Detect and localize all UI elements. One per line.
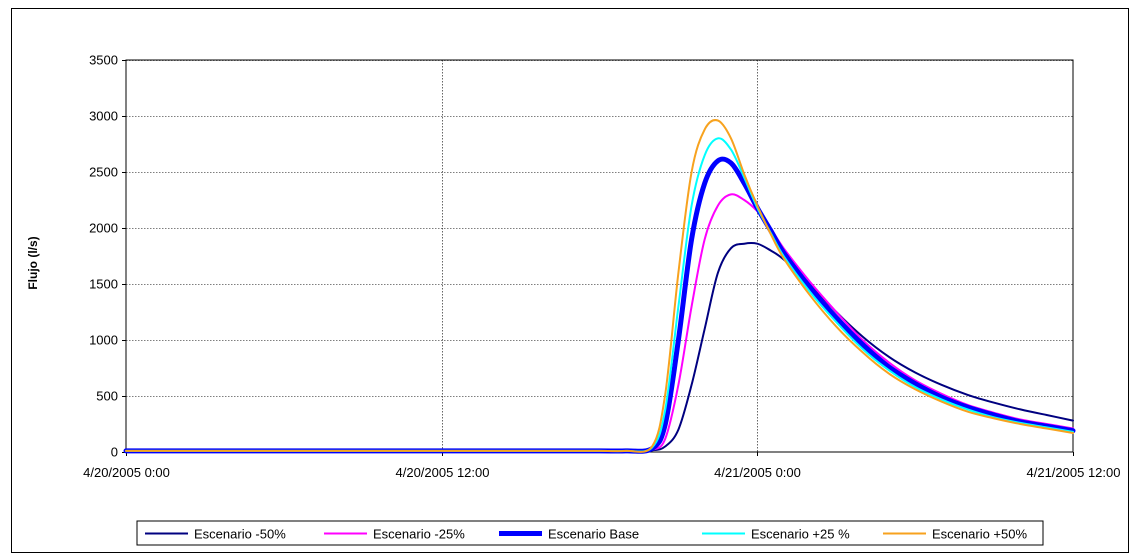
series-layer: [123, 119, 1076, 454]
x-tick-label: 4/20/2005 0:00: [83, 465, 170, 480]
line-chart: 0 500 1000 1500 2000 2500 3000 3500 4/20/2005 0:…: [26, 53, 1120, 546]
x-tick-label: 4/21/2005 12:00: [1027, 465, 1121, 480]
y-tick-label: 2000: [89, 221, 118, 236]
x-tick-label: 4/20/2005 12:00: [396, 465, 490, 480]
series-line-1: [125, 241, 1074, 452]
series-line-4: [125, 137, 1074, 453]
y-tick-label: 1500: [89, 277, 118, 292]
legend: Escenario -50% Escenario -25% Escenario Ba…: [136, 520, 1044, 546]
series-line-2: [125, 193, 1074, 453]
y-tick-label: 3000: [89, 109, 118, 124]
legend-entry-label: Escenario Base: [548, 527, 639, 542]
y-tick-label: 1000: [89, 333, 118, 348]
chart-frame: 0 500 1000 1500 2000 2500 3000 3500 4/20/2005 0:…: [11, 8, 1129, 553]
series-line-3: [123, 156, 1076, 454]
y-tick-label: 500: [96, 389, 118, 404]
x-tick-label: 4/21/2005 0:00: [714, 465, 801, 480]
axes: 0 500 1000 1500 2000 2500 3000 3500 4/20/2005 0:…: [83, 53, 1120, 481]
y-tick-label: 2500: [89, 165, 118, 180]
legend-entry-label: Escenario +50%: [932, 527, 1027, 542]
legend-entry-label: Escenario -50%: [194, 527, 286, 542]
series-line-5: [125, 119, 1074, 453]
legend-entry-label: Escenario -25%: [373, 527, 465, 542]
legend-entry-label: Escenario +25 %: [751, 527, 850, 542]
y-tick-label: 3500: [89, 53, 118, 68]
y-axis-title: Flujo (l/s): [26, 236, 40, 289]
y-tick-label: 0: [111, 445, 118, 460]
